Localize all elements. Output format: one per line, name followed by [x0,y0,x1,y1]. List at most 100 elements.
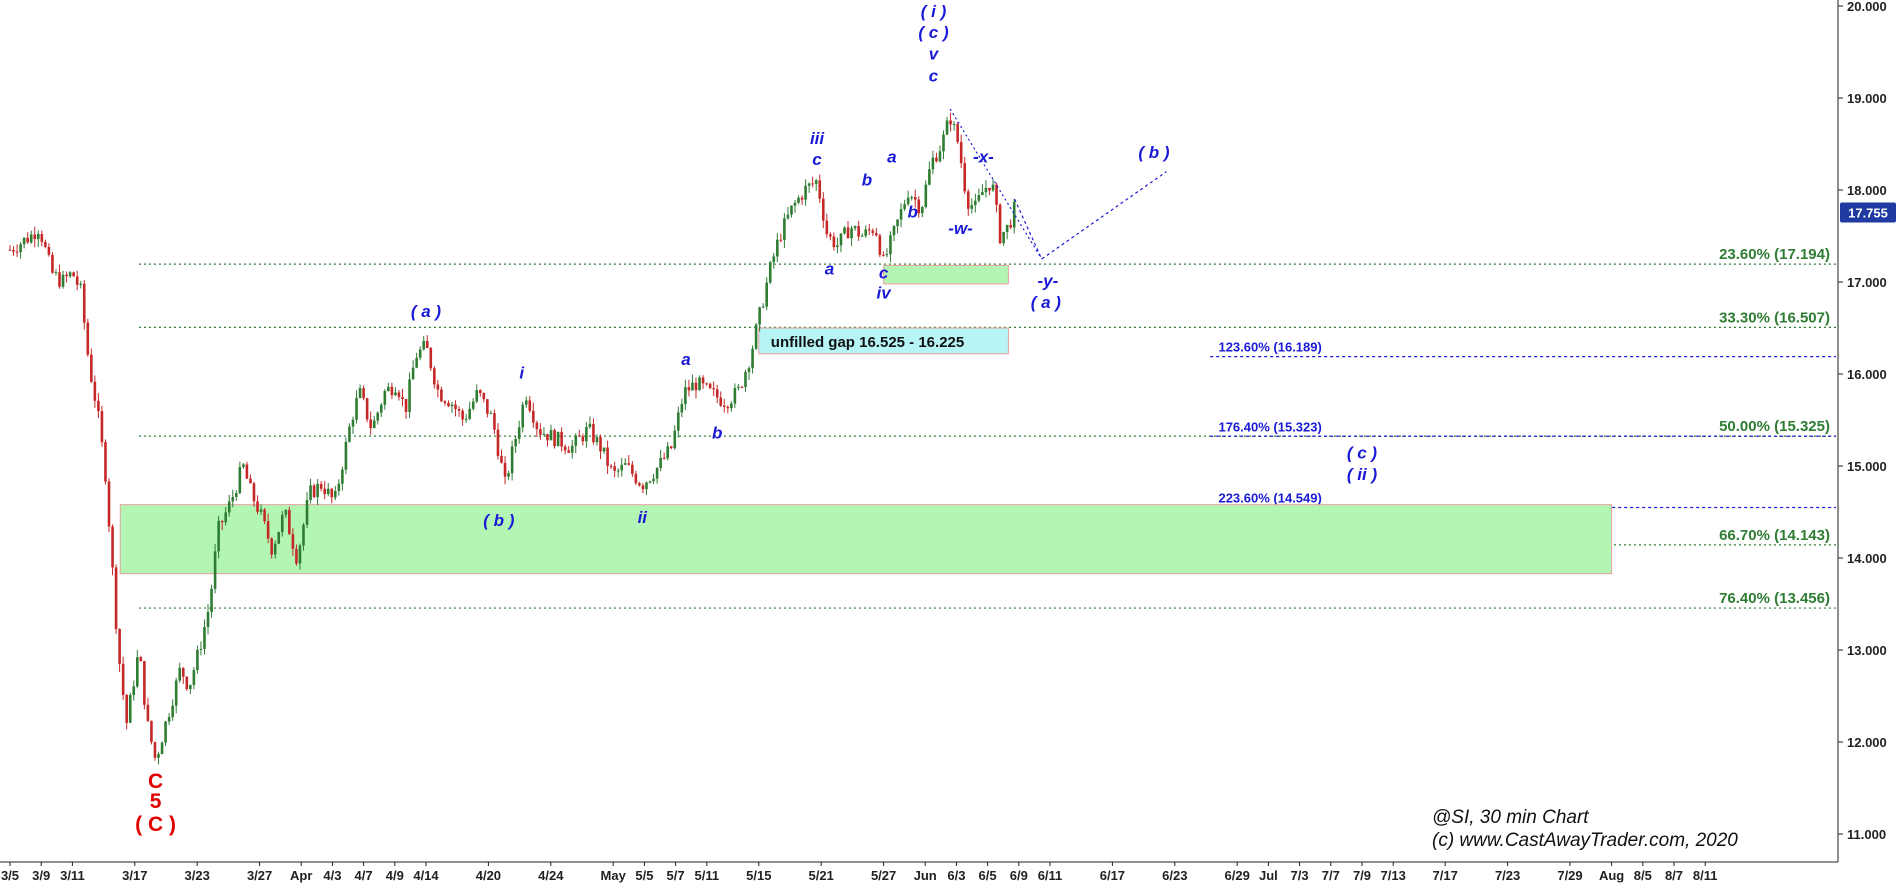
candle-body [220,520,224,523]
candle-body [793,202,797,206]
candle-body [457,409,461,411]
candle-body [871,230,875,234]
candle-body [542,434,546,436]
candle-body [270,538,273,555]
y-tick-label: 16.000 [1847,367,1887,382]
last-price-label: 17.755 [1848,206,1888,221]
x-tick-label: 4/7 [355,868,373,883]
wave-label: b [712,423,722,442]
candle-body [464,418,468,420]
candle-body [82,283,86,323]
candle-body [51,254,54,273]
candle-body [199,648,203,650]
candle-body [114,567,118,630]
candle-body [687,387,691,391]
candle-body [641,485,645,490]
wave-label: a [887,147,896,166]
candle-body [705,383,708,385]
wave-label: iv [877,284,893,303]
candle-body [433,368,436,385]
candle-body [776,239,779,257]
y-tick-label: 12.000 [1847,735,1887,750]
candle-body [906,197,910,205]
candle-body [19,244,22,253]
candle-body [920,207,924,214]
extension-label: 176.40% (15.323) [1218,419,1321,434]
wave-label: C [148,770,163,793]
candle-body [974,200,977,206]
candle-body [425,340,429,348]
candle-body [521,404,525,428]
candle-body [924,184,928,208]
candle-body [602,447,606,452]
extension-label: 123.60% (16.189) [1218,340,1321,355]
candle-body [896,219,899,227]
candle-body [574,435,578,446]
x-tick-label: 4/20 [476,868,501,883]
candle-body [588,423,592,427]
candle-body [867,229,871,231]
candle-body [365,398,369,420]
candle-body [882,254,885,256]
candle-body [227,501,231,513]
candle-body [765,282,769,307]
candle-body [468,408,471,419]
candle-body [90,354,93,382]
wave-label: ( i ) [921,2,947,21]
candle-body [758,307,761,325]
candle-body [500,455,503,463]
x-tick-label: 3/5 [1,868,19,883]
candle-body [730,403,733,409]
zone-rect [883,264,1009,285]
x-tick-label: Jun [914,868,937,883]
x-tick-label: 4/24 [538,868,564,883]
y-tick-label: 15.000 [1847,459,1887,474]
candle-body [885,254,889,256]
wave-label: ( c ) [918,23,949,42]
candle-body [648,481,652,483]
candle-body [560,431,563,447]
wave-label: v [929,44,940,63]
candle-body [284,509,288,515]
candle-body [821,198,825,221]
candle-body [273,543,277,555]
candle-body [553,430,556,447]
candle-body [65,274,68,277]
candle-body [411,367,415,380]
candle-body [369,419,372,429]
x-tick-label: 7/29 [1557,868,1582,883]
wave-label: ( c ) [1347,444,1378,463]
wave-label: i [519,364,525,383]
candle-body [277,531,281,544]
candle-body [326,488,330,495]
candle-body [157,754,160,758]
candle-body [616,470,620,472]
candle-body [903,204,906,210]
x-tick-label: 5/27 [871,868,896,883]
candle-body [899,209,903,220]
candle-body [963,163,967,192]
candle-body [956,124,959,142]
candle-body [539,429,542,435]
candle-body [44,241,47,247]
candle-body [404,399,408,412]
candle-body [118,629,121,664]
candle-body [454,404,457,410]
candle-body [344,441,348,470]
candle-body [189,684,192,690]
candle-body [475,390,479,402]
candle-body [132,686,136,695]
x-tick-label: 7/3 [1291,868,1309,883]
candle-body [991,184,995,191]
candle-body [825,220,829,235]
candle-body [47,246,51,255]
candle-body [514,438,517,447]
candle-body [804,185,807,200]
candle-body [489,413,493,415]
candle-body [959,141,963,164]
candle-body [988,187,991,191]
candles-layer [8,112,1016,765]
candle-body [213,551,217,589]
candle-body [652,478,655,482]
